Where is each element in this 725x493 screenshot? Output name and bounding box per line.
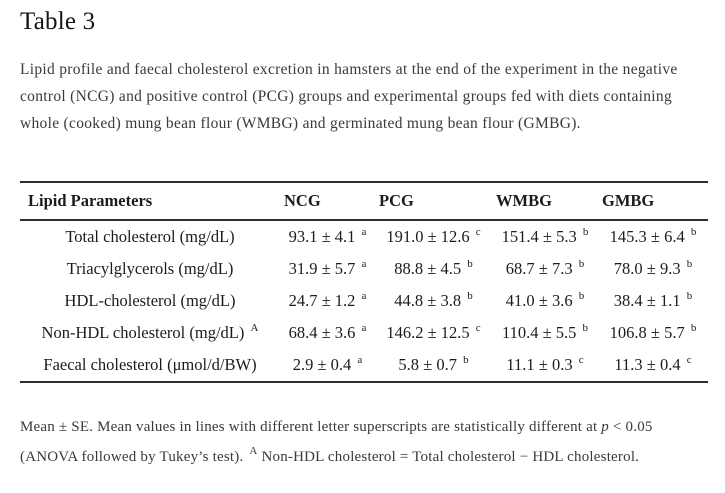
page-title: Table 3 (20, 8, 96, 35)
table-caption: Lipid profile and faecal cholesterol exc… (20, 56, 678, 137)
value-cell: 68.4 ± 3.6 a (288, 321, 367, 342)
table-footnote: Mean ± SE. Mean values in lines with dif… (20, 412, 653, 472)
value-superscript: b (582, 321, 589, 334)
value-cell: 38.4 ± 1.1 b (613, 289, 693, 310)
value-superscript: c (686, 353, 692, 366)
value-cell: 11.1 ± 0.3 c (506, 353, 584, 374)
footnote-line-1: Mean ± SE. Mean values in lines with dif… (20, 412, 653, 442)
value-superscript: b (582, 225, 589, 238)
row-label: Triacylglycerols (mg/dL) (66, 259, 234, 278)
value-superscript: b (578, 289, 585, 302)
value-superscript: a (357, 353, 363, 366)
value-cell: 191.0 ± 12.6 c (386, 225, 481, 246)
row-label-superscript: A (250, 321, 259, 334)
value-superscript: b (578, 257, 585, 270)
col-header-pcg: PCG (375, 182, 492, 221)
footnote-superscript-a: A (249, 445, 258, 457)
table-row: Triacylglycerols (mg/dL) 31.9 ± 5.7 a 88.8… (20, 253, 708, 285)
value-cell: 24.7 ± 1.2 a (288, 289, 367, 310)
caption-line-3: whole (cooked) mung bean flour (WMBG) an… (20, 115, 581, 132)
row-label: Non-HDL cholesterol (mg/dL) A (41, 321, 259, 342)
value-superscript: b (690, 321, 697, 334)
caption-line-2: control (NCG) and positive control (PCG)… (20, 88, 672, 105)
value-cell: 31.9 ± 5.7 a (288, 257, 367, 278)
row-label: Total cholesterol (mg/dL) (65, 227, 235, 246)
row-label: HDL-cholesterol (mg/dL) (64, 291, 236, 310)
col-header-gmbg: GMBG (598, 182, 708, 221)
col-header-lipid-parameters: Lipid Parameters (20, 182, 280, 221)
table-row: Non-HDL cholesterol (mg/dL) A 68.4 ± 3.6 … (20, 317, 708, 349)
footnote-text: < 0.05 (608, 419, 653, 435)
value-superscript: b (467, 289, 473, 302)
value-superscript: c (475, 321, 481, 334)
value-cell: 5.8 ± 0.7 b (398, 353, 469, 374)
table-header-row: Lipid Parameters NCG PCG WMBG GMBG (20, 182, 708, 221)
value-cell: 2.9 ± 0.4 a (292, 353, 363, 374)
value-cell: 78.0 ± 9.3 b (613, 257, 693, 278)
footnote-text: Mean ± SE. Mean values in lines with dif… (20, 419, 602, 435)
value-cell: 146.2 ± 12.5 c (386, 321, 481, 342)
col-header-wmbg: WMBG (492, 182, 598, 221)
value-superscript: b (690, 225, 697, 238)
col-header-ncg: NCG (280, 182, 375, 221)
value-cell: 88.8 ± 4.5 b (394, 257, 473, 278)
value-cell: 106.8 ± 5.7 b (609, 321, 697, 342)
value-cell: 68.7 ± 7.3 b (505, 257, 585, 278)
value-cell: 110.4 ± 5.5 b (501, 321, 589, 342)
footnote-text: (ANOVA followed by Tukey’s test). (20, 449, 248, 465)
value-cell: 11.3 ± 0.4 c (614, 353, 692, 374)
value-cell: 41.0 ± 3.6 b (505, 289, 585, 310)
lipid-profile-table: Lipid Parameters NCG PCG WMBG GMBG Total… (20, 181, 708, 383)
table-row: Total cholesterol (mg/dL) 93.1 ± 4.1 a 191… (20, 220, 708, 253)
value-cell: 145.3 ± 6.4 b (609, 225, 697, 246)
value-superscript: c (475, 225, 481, 238)
value-superscript: a (361, 225, 367, 238)
caption-line-1: Lipid profile and faecal cholesterol exc… (20, 61, 678, 78)
value-cell: 44.8 ± 3.8 b (394, 289, 473, 310)
value-cell: 151.4 ± 5.3 b (501, 225, 589, 246)
value-superscript: b (463, 353, 469, 366)
value-superscript: a (361, 257, 367, 270)
value-superscript: c (578, 353, 584, 366)
value-superscript: a (361, 289, 367, 302)
value-superscript: b (686, 289, 693, 302)
value-superscript: b (467, 257, 473, 270)
footnote-text: Non-HDL cholesterol = Total cholesterol … (257, 449, 640, 465)
table-body: Total cholesterol (mg/dL) 93.1 ± 4.1 a 191… (20, 220, 708, 382)
footnote-p-italic: p (601, 419, 609, 435)
value-cell: 93.1 ± 4.1 a (288, 225, 367, 246)
footnote-line-2: (ANOVA followed by Tukey’s test). A Non-… (20, 442, 653, 472)
table-row: Faecal cholesterol (μmol/d/BW) 2.9 ± 0.4 … (20, 349, 708, 382)
row-label: Faecal cholesterol (μmol/d/BW) (43, 355, 257, 374)
table-row: HDL-cholesterol (mg/dL) 24.7 ± 1.2 a 44.8 … (20, 285, 708, 317)
value-superscript: b (686, 257, 693, 270)
value-superscript: a (361, 321, 367, 334)
